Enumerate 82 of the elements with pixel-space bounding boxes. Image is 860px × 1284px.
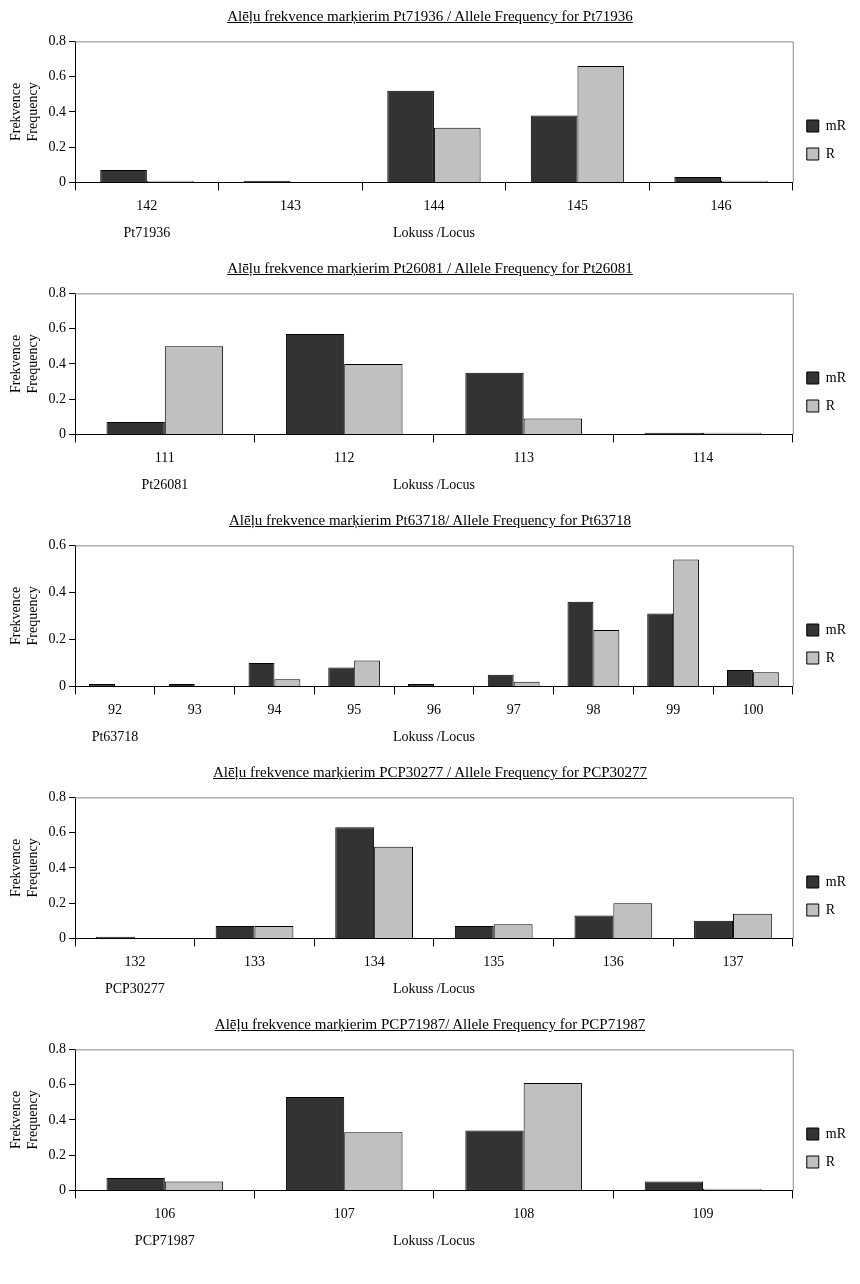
x-tick-label: 113 [513,450,534,466]
y-tick-label: 0.4 [48,584,67,600]
y-tick-label: 0.2 [48,390,67,406]
y-tick-label: 0.2 [48,1146,67,1162]
y-axis-title: Frekvence Frequency [8,82,40,142]
x-tick-label: 132 [124,954,146,970]
chart-title: Alēļu frekvence marķierim Pt63718/ Allele Frequency for Pt63718 [228,511,632,530]
x-tick-label: 99 [666,702,681,718]
y-tick-label: 0.6 [48,320,67,336]
legend-label: R [825,145,836,161]
x-tick-label: 96 [426,702,441,718]
x-axis-title: Lokuss /Locus [392,729,475,745]
x-axis-title: Lokuss /Locus [392,477,475,493]
x-tick-label: 133 [244,954,266,970]
legend-label: R [825,901,836,917]
text: Pt63718 [91,728,139,744]
y-axis-title: Frekvence Frequency [8,586,40,646]
y-tick-label: 0.8 [48,285,67,301]
y-tick-label: 0.8 [48,33,67,49]
legend-label: mR [825,1125,847,1141]
y-tick-label: 0.8 [48,789,67,805]
y-tick-label: 0.6 [48,824,67,840]
x-tick-label: 135 [483,954,505,970]
y-tick-label: 0.6 [48,68,67,84]
y-tick-label: 0 [59,426,67,442]
x-tick-label: 107 [333,1206,355,1222]
x-tick-label: 94 [267,702,282,718]
x-tick-label: 137 [722,954,744,970]
x-tick-label: 136 [602,954,624,970]
y-tick-label: 0.2 [48,631,67,647]
y-tick-label: 0.4 [48,1111,67,1127]
y-tick-label: 0.4 [48,103,67,119]
x-tick-label: 100 [742,702,764,718]
x-tick-label: 111 [154,450,175,466]
x-tick-label: 143 [279,198,301,214]
y-tick-label: 0 [59,174,67,190]
x-tick-label: 146 [710,198,732,214]
legend-label: R [825,1153,836,1169]
y-axis-title: Frekvence Frequency [8,838,40,898]
text: PCP71987 [134,1232,195,1248]
x-tick-label: 145 [566,198,588,214]
x-tick-label: 93 [187,702,202,718]
x-tick-label: 98 [586,702,601,718]
y-tick-label: 0 [59,930,67,946]
legend-label: mR [825,873,847,889]
text: PCP30277 [104,980,165,996]
y-tick-label: 0.4 [48,355,67,371]
x-tick-label: 142 [136,198,158,214]
legend-label: R [825,649,836,665]
x-tick-label: 114 [692,450,714,466]
y-tick-label: 0 [59,678,67,694]
y-tick-label: 0 [59,1182,67,1198]
x-tick-label: 97 [506,702,521,718]
chart-title: Alēļu frekvence marķierim PCP71987/ Allele Frequency for PCP71987 [213,1015,647,1034]
y-tick-label: 0.4 [48,859,67,875]
x-tick-label: 95 [347,702,362,718]
y-tick-label: 0.6 [48,1076,67,1092]
x-tick-label: 108 [513,1206,535,1222]
x-axis-title: Lokuss /Locus [392,981,475,997]
x-tick-label: 92 [107,702,122,718]
y-tick-label: 0.8 [48,1041,67,1057]
y-axis-title: Frekvence Frequency [8,334,40,394]
legend-label: R [825,397,836,413]
x-tick-label: 134 [363,954,385,970]
legend-label: mR [825,117,847,133]
chart-title: Alēļu frekvence marķierim Pt26081 / Allele Frequency for Pt26081 [226,259,634,278]
chart-title: Alēļu frekvence marķierim PCP30277 / Allele Frequency for PCP30277 [211,763,649,782]
x-tick-label: 112 [333,450,355,466]
legend-label: mR [825,621,847,637]
y-tick-label: 0.6 [48,537,67,553]
chart-title: Alēļu frekvence marķierim Pt71936 / Allele Frequency for Pt71936 [226,7,634,26]
legend-label: mR [825,369,847,385]
x-tick-label: 106 [154,1206,176,1222]
x-axis-title: Lokuss /Locus [392,1233,475,1249]
y-axis-title: Frekvence Frequency [8,1090,40,1150]
y-tick-label: 0.2 [48,138,67,154]
y-tick-label: 0.2 [48,894,67,910]
x-tick-label: 144 [423,198,445,214]
text: Pt71936 [123,224,171,240]
text: Pt26081 [141,476,189,492]
x-tick-label: 109 [692,1206,714,1222]
x-axis-title: Lokuss /Locus [392,225,475,241]
